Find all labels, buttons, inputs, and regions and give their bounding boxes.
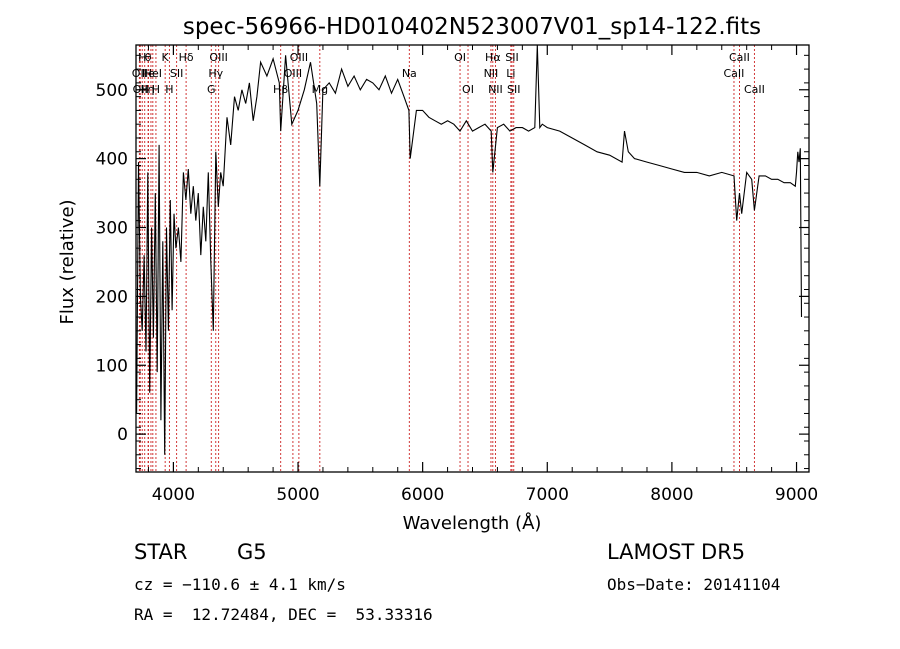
y-axis: 0 100 200 300 400 500 bbox=[96, 54, 809, 470]
line-label-18: OIII bbox=[290, 51, 308, 64]
line-label-4: θ bbox=[145, 51, 152, 64]
x-tick-label-0: 4000 bbox=[152, 485, 195, 505]
line-label-23: NII bbox=[484, 67, 499, 80]
line-label-16: Hβ bbox=[273, 83, 288, 96]
line-label-24: Hα bbox=[485, 51, 501, 64]
line-label-30: CaII bbox=[729, 51, 750, 64]
x-axis: 4000 5000 6000 7000 8000 9000 bbox=[147, 45, 818, 505]
line-label-20: Na bbox=[402, 67, 417, 80]
line-label-14: Hγ bbox=[208, 67, 223, 80]
line-label-2: H bbox=[138, 51, 146, 64]
x-tick-label-3: 7000 bbox=[526, 485, 569, 505]
line-label-10: H bbox=[165, 83, 173, 96]
y-tick-label-4: 400 bbox=[96, 150, 128, 170]
line-label-13: G bbox=[207, 83, 216, 96]
y-tick-label-1: 100 bbox=[96, 356, 128, 376]
obs-date: Obs−Date: 20141104 bbox=[607, 575, 781, 594]
line-label-21: OI bbox=[454, 51, 466, 64]
line-label-11: SII bbox=[170, 67, 183, 80]
line-label-17: OIII bbox=[284, 67, 302, 80]
x-tick-label-5: 9000 bbox=[775, 485, 818, 505]
x-tick-label-1: 5000 bbox=[276, 485, 319, 505]
x-tick-label-2: 6000 bbox=[401, 485, 444, 505]
y-tick-label-0: 0 bbox=[117, 425, 128, 445]
line-label-22: OI bbox=[462, 83, 474, 96]
line-label-26: Li bbox=[506, 67, 515, 80]
line-label-25: NII bbox=[488, 83, 503, 96]
y-tick-label-5: 500 bbox=[96, 81, 128, 101]
y-tick-label-2: 200 bbox=[96, 287, 128, 307]
redshift-readout: cz = −110.6 ± 4.1 km/s bbox=[134, 575, 346, 594]
line-label-5: Ile bbox=[142, 67, 155, 80]
spectrum-line bbox=[136, 44, 803, 455]
survey-name: LAMOST DR5 bbox=[607, 540, 746, 564]
line-label-27: SII bbox=[505, 51, 518, 64]
line-label-15: OIII bbox=[209, 51, 227, 64]
line-label-12: Hδ bbox=[179, 51, 194, 64]
line-label-8: H bbox=[152, 83, 160, 96]
chart-title: spec-56966-HD010402N523007V01_sp14-122.f… bbox=[183, 14, 761, 40]
line-label-7: HeI bbox=[144, 67, 162, 80]
line-labels: OIIOIIHHθIleηHeIHKHSIIHδGHγOIIIHβOIIIOII… bbox=[132, 51, 765, 96]
plot-frame bbox=[135, 44, 810, 473]
coordinates: RA = 12.72484, DEC = 53.33316 bbox=[134, 605, 433, 624]
line-label-6: η bbox=[147, 83, 154, 96]
line-label-29: CaII bbox=[724, 67, 745, 80]
line-markers bbox=[138, 45, 755, 472]
line-label-9: K bbox=[162, 51, 170, 64]
x-axis-label: Wavelength (Å) bbox=[403, 512, 542, 534]
object-class: STAR bbox=[134, 540, 188, 564]
y-tick-label-3: 300 bbox=[96, 219, 128, 239]
line-label-28: SII bbox=[507, 83, 520, 96]
object-subclass: G5 bbox=[237, 540, 267, 564]
line-label-19: Mg bbox=[312, 83, 328, 96]
line-label-31: CaII bbox=[744, 83, 765, 96]
y-axis-label: Flux (relative) bbox=[57, 199, 78, 324]
x-tick-label-4: 8000 bbox=[650, 485, 693, 505]
